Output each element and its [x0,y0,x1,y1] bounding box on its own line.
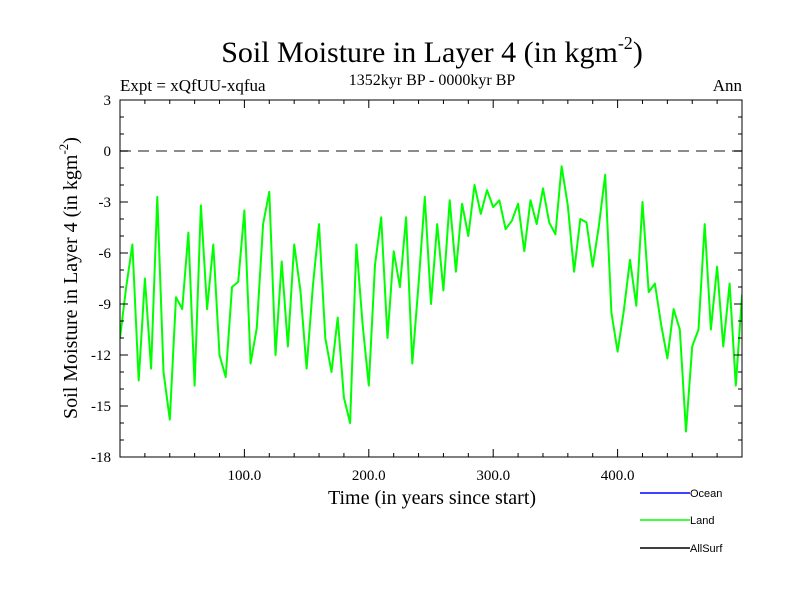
legend: Ocean Land AllSurf [640,488,723,555]
x-tick-label: 400.0 [601,468,635,484]
period-label: Ann [713,76,743,95]
chart-title: Soil Moisture in Layer 4 (in kgm-2) [221,33,643,69]
plot-frame [119,99,743,458]
ticks-layer [120,99,742,458]
y-tick-label: -15 [91,399,111,415]
chart-subtitle: 1352kyr BP - 0000kyr BP [349,72,516,89]
x-tick-labels: 100.0 200.0 300.0 400.0 [228,468,635,484]
legend-label-land: Land [690,515,714,527]
y-axis-label: Soil Moisture in Layer 4 (in kgm-2) [56,137,82,419]
y-tick-label: 3 [104,93,112,109]
x-tick-label: 200.0 [352,468,386,484]
experiment-label: Expt = xQfUU-xqfua [120,76,266,95]
y-tick-label: -9 [99,297,112,313]
y-tick-label: -18 [91,450,111,466]
y-tick-label: -6 [99,246,112,262]
y-tick-label: -3 [99,195,112,211]
y-tick-label: -12 [91,348,111,364]
x-tick-label: 100.0 [228,468,262,484]
series-layer [120,165,742,433]
x-tick-label: 300.0 [476,468,510,484]
legend-label-ocean: Ocean [690,488,722,500]
series-line-land [120,165,742,433]
x-axis-label: Time (in years since start) [328,487,536,509]
legend-label-allsurf: AllSurf [690,543,723,555]
y-tick-labels: 3 0 -3 -6 -9 -12 -15 -18 [91,93,111,466]
y-tick-label: 0 [104,144,112,160]
